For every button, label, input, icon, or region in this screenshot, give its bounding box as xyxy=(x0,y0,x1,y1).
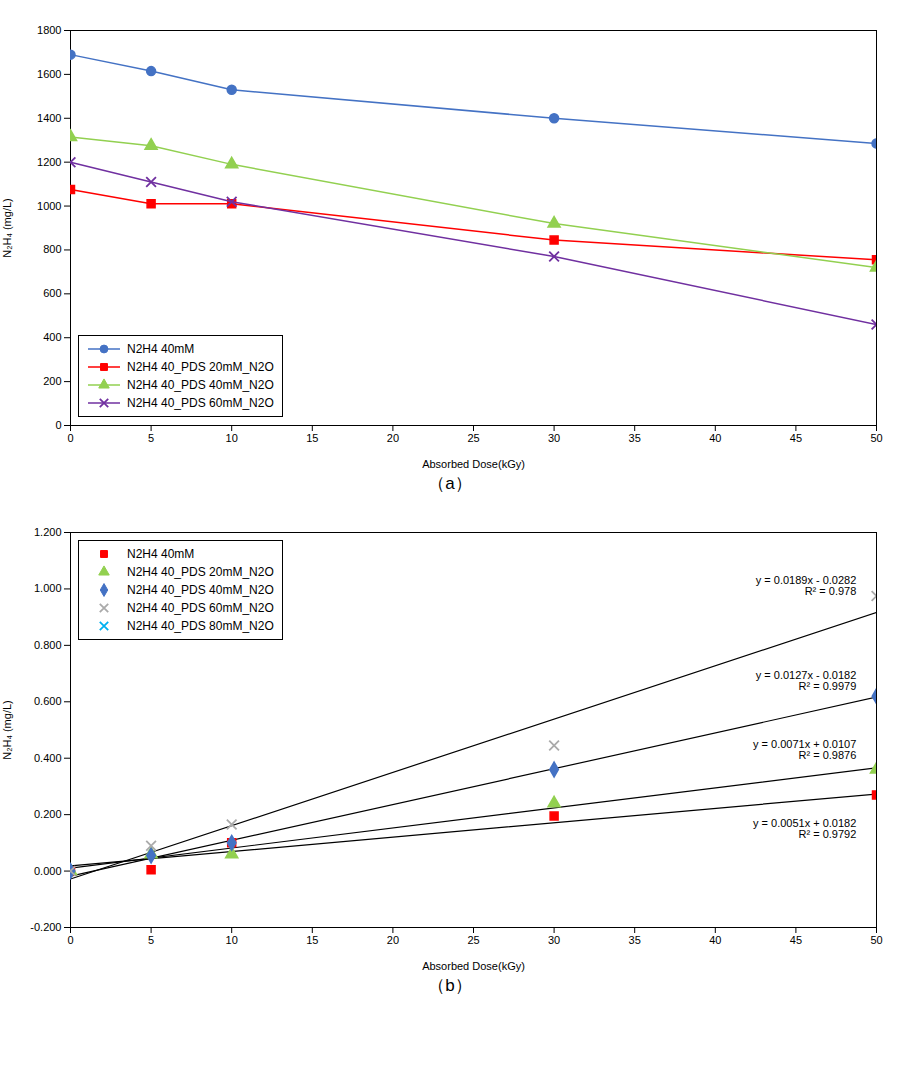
svg-text:1600: 1600 xyxy=(37,68,61,80)
svg-text:-0.200: -0.200 xyxy=(30,921,61,933)
svg-text:20: 20 xyxy=(387,432,399,444)
html-text:N2H4 40mM: N2H4 40mM xyxy=(127,547,195,561)
svg-text:200: 200 xyxy=(43,375,61,387)
html-text:（a）: （a） xyxy=(428,474,472,493)
svg-text:1200: 1200 xyxy=(37,156,61,168)
svg-text:25: 25 xyxy=(467,934,479,946)
svg-text:40: 40 xyxy=(709,934,721,946)
html-text:（b）: （b） xyxy=(428,976,472,995)
html-text:N2H4 40_PDS 60mM_N2O: N2H4 40_PDS 60mM_N2O xyxy=(127,396,274,410)
svg-text:1400: 1400 xyxy=(37,112,61,124)
svg-text:50: 50 xyxy=(870,432,882,444)
svg-text:1.000: 1.000 xyxy=(34,582,62,594)
svg-text:0.000: 0.000 xyxy=(34,865,62,877)
svg-text:N₂H₄ (mg/L): N₂H₄ (mg/L) xyxy=(1,198,13,258)
svg-text:50: 50 xyxy=(870,934,882,946)
svg-text:800: 800 xyxy=(43,243,61,255)
svg-text:y = 0.0189x - 0.0282R² = 0.978: y = 0.0189x - 0.0282R² = 0.978 xyxy=(756,574,857,597)
svg-text:1800: 1800 xyxy=(37,24,61,36)
html-text:N2H4 40mM: N2H4 40mM xyxy=(127,342,195,356)
html-text:N2H4 40_PDS 20mM_N2O: N2H4 40_PDS 20mM_N2O xyxy=(127,565,274,579)
svg-text:10: 10 xyxy=(226,934,238,946)
svg-text:20: 20 xyxy=(387,934,399,946)
svg-text:30: 30 xyxy=(548,432,560,444)
svg-text:0: 0 xyxy=(67,934,73,946)
svg-text:40: 40 xyxy=(709,432,721,444)
svg-text:10: 10 xyxy=(226,432,238,444)
svg-text:1.200: 1.200 xyxy=(34,526,62,538)
html-text:N2H4 40_PDS 20mM_N2O: N2H4 40_PDS 20mM_N2O xyxy=(127,360,274,374)
html-text:N2H4 40_PDS 60mM_N2O: N2H4 40_PDS 60mM_N2O xyxy=(127,601,274,615)
svg-text:y = 0.0051x + 0.0182R² = 0.979: y = 0.0051x + 0.0182R² = 0.9792 xyxy=(753,817,856,840)
svg-text:0.600: 0.600 xyxy=(34,695,62,707)
svg-text:Absorbed Dose(kGy): Absorbed Dose(kGy) xyxy=(422,960,525,972)
svg-text:y = 0.0127x - 0.0182R² = 0.997: y = 0.0127x - 0.0182R² = 0.9979 xyxy=(756,669,857,692)
html-text:N2H4 40_PDS 40mM_N2O: N2H4 40_PDS 40mM_N2O xyxy=(127,378,274,392)
svg-text:0: 0 xyxy=(55,419,61,431)
svg-text:0.800: 0.800 xyxy=(34,639,62,651)
svg-text:1000: 1000 xyxy=(37,200,61,212)
svg-text:y = 0.0071x + 0.0107R² = 0.987: y = 0.0071x + 0.0107R² = 0.9876 xyxy=(753,738,856,761)
html-text:N2H4 40_PDS 80mM_N2O: N2H4 40_PDS 80mM_N2O xyxy=(127,619,274,633)
svg-text:0.200: 0.200 xyxy=(34,808,62,820)
svg-text:0: 0 xyxy=(67,432,73,444)
svg-text:N₂H₄ (mg/L): N₂H₄ (mg/L) xyxy=(1,700,13,760)
svg-text:Absorbed Dose(kGy): Absorbed Dose(kGy) xyxy=(422,458,525,470)
svg-text:45: 45 xyxy=(790,934,802,946)
svg-text:35: 35 xyxy=(629,934,641,946)
svg-text:5: 5 xyxy=(148,432,154,444)
svg-text:35: 35 xyxy=(629,432,641,444)
svg-text:5: 5 xyxy=(148,934,154,946)
html-text:N2H4 40_PDS 40mM_N2O: N2H4 40_PDS 40mM_N2O xyxy=(127,583,274,597)
svg-text:25: 25 xyxy=(467,432,479,444)
svg-text:15: 15 xyxy=(306,934,318,946)
svg-text:15: 15 xyxy=(306,432,318,444)
svg-text:30: 30 xyxy=(548,934,560,946)
svg-text:0.400: 0.400 xyxy=(34,752,62,764)
svg-text:45: 45 xyxy=(790,432,802,444)
svg-text:400: 400 xyxy=(43,331,61,343)
svg-text:600: 600 xyxy=(43,287,61,299)
